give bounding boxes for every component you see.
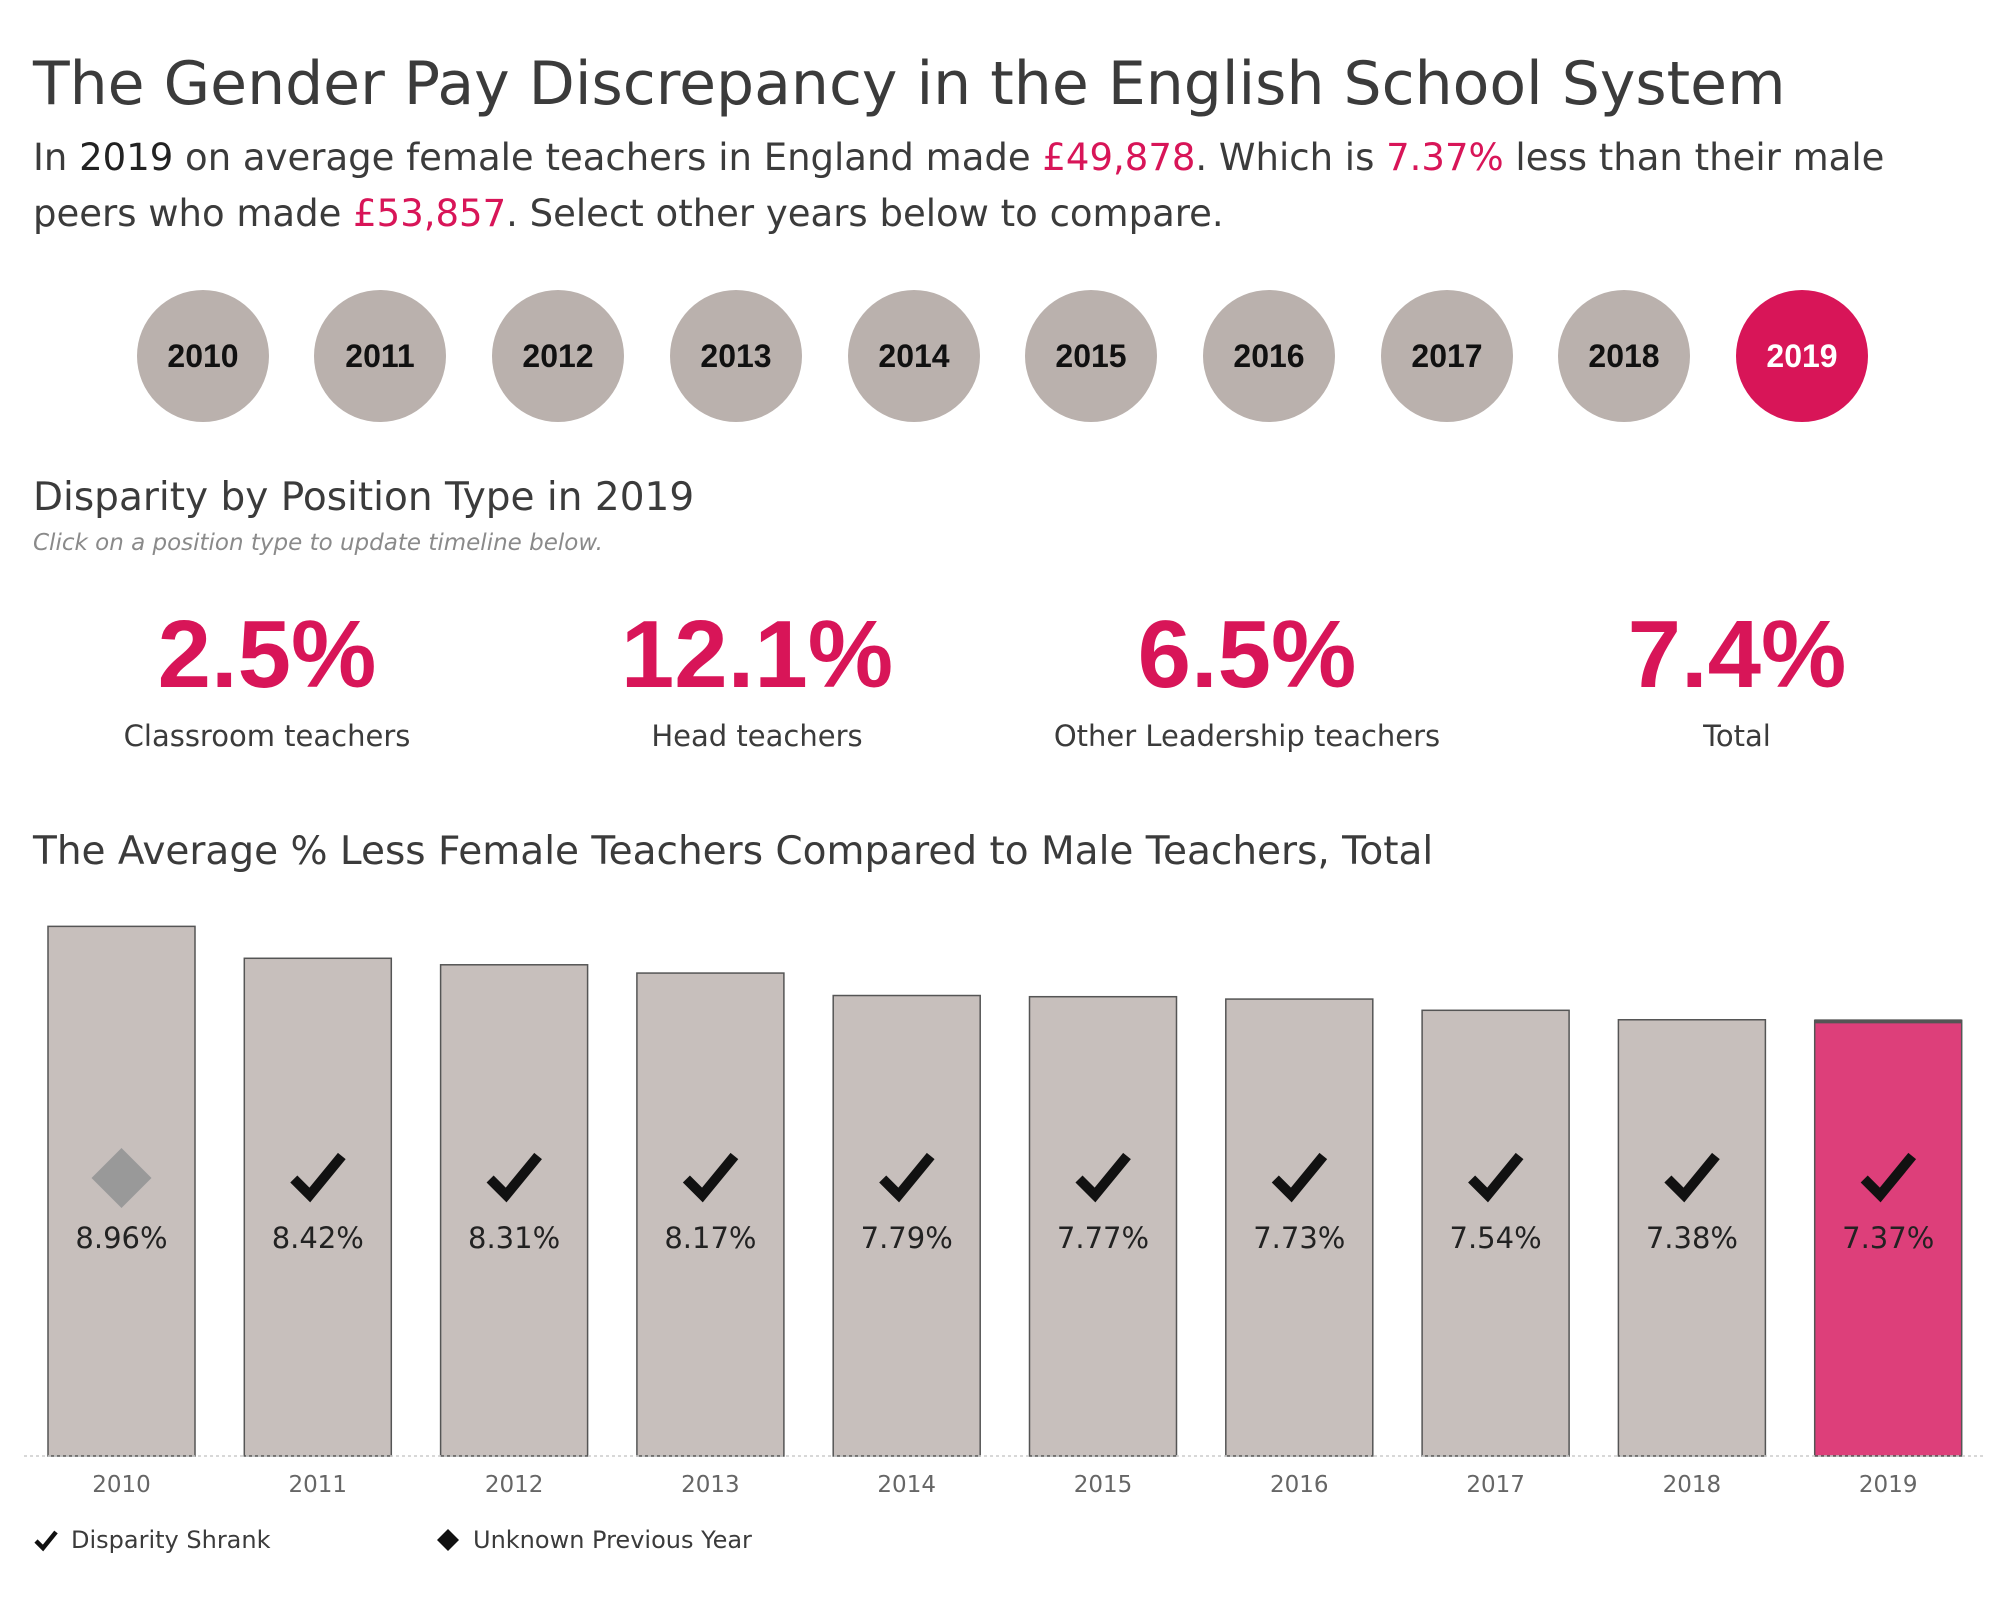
bar-value-label: 8.42% bbox=[272, 1221, 364, 1255]
intro-part-2: on average female teachers in England ma… bbox=[173, 136, 1043, 179]
year-button-2016[interactable]: 2016 bbox=[1203, 290, 1335, 422]
timeline-bar-chart: 8.96% 2010 8.42% 2011 8.31% 2012 8.17% 2013 7.79… bbox=[24, 925, 1985, 1498]
intro-year: 2019 bbox=[79, 136, 174, 179]
bar-2018[interactable] bbox=[1617, 1019, 1767, 1457]
check-icon bbox=[682, 1152, 739, 1203]
check-icon bbox=[34, 1530, 58, 1552]
x-tick-label: 2012 bbox=[485, 1472, 544, 1498]
bar-2011[interactable] bbox=[243, 957, 393, 1457]
intro-text: In 2019 on average female teachers in En… bbox=[33, 130, 1953, 242]
check-icon bbox=[1664, 1152, 1720, 1203]
check-icon bbox=[879, 1152, 935, 1203]
legend-item-disparity-shrank: Disparity Shrank bbox=[33, 1520, 271, 1560]
kpi-value: 2.5% bbox=[157, 601, 377, 708]
intro-pct: 7.37% bbox=[1386, 136, 1504, 179]
bar-2015[interactable] bbox=[1028, 995, 1178, 1457]
kpi-total[interactable]: 7.4% Total bbox=[1497, 600, 1977, 760]
bar-value-label: 7.73% bbox=[1253, 1221, 1345, 1255]
check-icon bbox=[1075, 1152, 1131, 1203]
year-button-2015[interactable]: 2015 bbox=[1025, 290, 1157, 422]
year-button-2013[interactable]: 2013 bbox=[670, 290, 802, 422]
year-button-2014[interactable]: 2014 bbox=[848, 290, 980, 422]
position-section-subtitle: Click on a position type to update timel… bbox=[33, 530, 603, 556]
intro-female-pay: £49,878 bbox=[1042, 136, 1196, 179]
bar-2012[interactable] bbox=[439, 964, 589, 1457]
bar-value-label: 7.77% bbox=[1057, 1221, 1149, 1255]
bar-value-label: 8.31% bbox=[468, 1221, 560, 1255]
year-button-2019[interactable]: 2019 bbox=[1736, 290, 1868, 422]
x-tick-label: 2019 bbox=[1859, 1472, 1918, 1498]
check-icon bbox=[486, 1152, 542, 1203]
kpi-label: Classroom teachers bbox=[123, 719, 411, 753]
diamond-icon bbox=[437, 1529, 459, 1551]
diamond-icon bbox=[91, 1148, 152, 1208]
kpi-label: Other Leadership teachers bbox=[1053, 719, 1441, 753]
timeline-title: The Average % Less Female Teachers Compa… bbox=[33, 829, 1434, 874]
x-tick-label: 2015 bbox=[1074, 1472, 1133, 1498]
check-icon bbox=[1468, 1152, 1524, 1203]
bar-2016[interactable] bbox=[1225, 998, 1374, 1457]
intro-part-5: . Select other years below to compare. bbox=[506, 192, 1224, 235]
bar-value-label: 8.17% bbox=[664, 1221, 756, 1255]
x-tick-label: 2013 bbox=[681, 1472, 740, 1498]
x-tick-label: 2016 bbox=[1270, 1472, 1329, 1498]
check-icon bbox=[1860, 1152, 1917, 1203]
position-section-title: Disparity by Position Type in 2019 bbox=[33, 475, 695, 520]
kpi-label: Head teachers bbox=[651, 719, 863, 753]
bar-2019[interactable] bbox=[1813, 1019, 1963, 1457]
legend-item-unknown-previous-year: Unknown Previous Year bbox=[435, 1520, 752, 1560]
year-button-2010[interactable]: 2010 bbox=[137, 290, 269, 422]
x-tick-label: 2017 bbox=[1466, 1472, 1525, 1498]
x-tick-label: 2018 bbox=[1663, 1472, 1722, 1498]
kpi-value: 7.4% bbox=[1627, 601, 1847, 708]
bar-value-label: 7.79% bbox=[861, 1221, 953, 1255]
year-button-2011[interactable]: 2011 bbox=[314, 290, 446, 422]
year-selector: 2010 2011 2012 2013 2014 2015 2016 2017 … bbox=[0, 290, 1998, 422]
page-title: The Gender Pay Discrepancy in the Englis… bbox=[33, 49, 1786, 119]
x-tick-label: 2014 bbox=[877, 1472, 936, 1498]
x-tick-label: 2011 bbox=[289, 1472, 348, 1498]
kpi-value: 12.1% bbox=[620, 601, 894, 708]
legend-label: Disparity Shrank bbox=[71, 1526, 271, 1554]
bar-2017[interactable] bbox=[1421, 1009, 1570, 1457]
bar-2014[interactable] bbox=[832, 994, 981, 1457]
check-icon bbox=[1271, 1152, 1328, 1203]
bar-top-line-2019 bbox=[1814, 1019, 1962, 1024]
kpi-value: 6.5% bbox=[1137, 601, 1357, 708]
kpi-other-leadership-teachers[interactable]: 6.5% Other Leadership teachers bbox=[1007, 600, 1487, 760]
year-button-2017[interactable]: 2017 bbox=[1381, 290, 1513, 422]
kpi-head-teachers[interactable]: 12.1% Head teachers bbox=[517, 600, 997, 760]
bar-value-label: 7.38% bbox=[1646, 1221, 1738, 1255]
check-icon bbox=[290, 1152, 346, 1203]
bar-value-label: 7.37% bbox=[1842, 1221, 1934, 1255]
bar-value-label: 8.96% bbox=[75, 1221, 167, 1255]
year-button-2012[interactable]: 2012 bbox=[492, 290, 624, 422]
kpi-label: Total bbox=[1703, 719, 1771, 753]
intro-part-3: . Which is bbox=[1195, 136, 1387, 179]
x-tick-label: 2010 bbox=[92, 1472, 151, 1498]
year-button-2018[interactable]: 2018 bbox=[1558, 290, 1690, 422]
intro-part-1: In bbox=[33, 136, 80, 179]
bar-2013[interactable] bbox=[636, 972, 785, 1457]
intro-male-pay: £53,857 bbox=[353, 192, 507, 235]
bar-value-label: 7.54% bbox=[1450, 1221, 1542, 1255]
legend-label: Unknown Previous Year bbox=[473, 1526, 752, 1554]
kpi-classroom-teachers[interactable]: 2.5% Classroom teachers bbox=[27, 600, 507, 760]
intro-part-4: less than their male peers who made bbox=[33, 136, 1885, 235]
